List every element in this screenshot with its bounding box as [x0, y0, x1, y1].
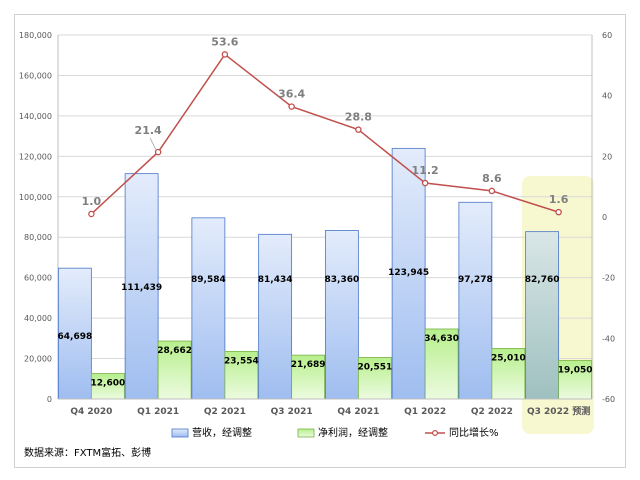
x-axis: Q4 2020 Q1 2021 Q2 2021 Q3 2021 Q4 2021 Q1 20…	[58, 398, 592, 417]
revenue-bar	[525, 231, 560, 400]
profit-bar	[90, 373, 125, 400]
revenue-bar	[124, 173, 159, 400]
legend-swatch-profit	[297, 428, 315, 438]
growth-point	[221, 51, 229, 58]
growth-data-label: 36.4	[278, 88, 305, 101]
revenue-data-label: 64,698	[58, 332, 93, 342]
x-tick-label: Q4 2020	[70, 407, 112, 417]
y2-tick-label: -60	[602, 395, 615, 404]
y2-tick-label: 60	[602, 31, 612, 40]
legend-label-revenue: 营收，经调整	[192, 426, 252, 439]
x-tick-label: Q1 2022	[404, 407, 446, 417]
legend: 营收，经调整 净利润，经调整 同比增长%	[171, 426, 499, 439]
growth-point	[421, 179, 429, 187]
x-tick-label: Q3 2022 预测	[527, 405, 590, 417]
growth-line: 1.0 21.4 53.6 36.4 28.8 11.2 8.6 1.6	[82, 35, 569, 218]
y2-tick-label: -40	[602, 334, 615, 343]
revenue-bar	[391, 147, 426, 400]
growth-point	[555, 208, 562, 216]
profit-data-label: 25,010	[491, 353, 526, 363]
y-tick-label: 0	[47, 395, 52, 404]
y-tick-label: 120,000	[19, 152, 52, 161]
y-tick-label: 20,000	[24, 355, 52, 364]
profit-bar	[558, 360, 593, 400]
revenue-data-label: 97,278	[458, 275, 493, 285]
y2-tick-label: 0	[602, 213, 607, 222]
profit-data-label: 12,600	[91, 379, 126, 389]
revenue-bar	[258, 233, 293, 400]
revenue-data-label: 89,584	[191, 275, 226, 285]
growth-data-label: 28.8	[345, 111, 372, 124]
profit-data-label: 23,554	[224, 356, 259, 366]
y-axis-left: 0 20,000 40,000 60,000 80,000 100,000 120,000 1…	[19, 31, 59, 404]
y2-tick-label: 40	[602, 92, 612, 101]
revenue-data-label: 123,945	[388, 268, 429, 278]
growth-data-label: 11.2	[412, 164, 439, 177]
growth-data-label: 1.6	[549, 193, 569, 206]
growth-data-label: 53.6	[211, 35, 238, 48]
revenue-data-label: 81,434	[258, 275, 293, 285]
profit-data-label: 28,662	[157, 346, 192, 356]
profit-bar	[291, 354, 326, 400]
y-axis-right: -60 -40 -20 0 20 40 60	[591, 31, 615, 404]
bars: 64,698 12,600 111,439 28,662 89,584 23,554 81,…	[57, 147, 593, 400]
growth-data-label: 21.4	[135, 124, 162, 137]
growth-point	[355, 126, 362, 133]
y-tick-label: 100,000	[19, 193, 52, 202]
x-tick-label: Q1 2021	[137, 407, 179, 417]
growth-series-line	[90, 53, 559, 215]
revenue-bar	[191, 217, 226, 400]
y2-tick-label: -20	[602, 274, 615, 283]
growth-point	[488, 187, 496, 195]
revenue-data-label: 82,760	[525, 275, 560, 285]
profit-bar	[357, 357, 392, 400]
source-note: 数据来源：FXTM富拓、彭博	[24, 448, 152, 459]
y2-tick-label: 20	[602, 152, 612, 161]
growth-point	[88, 210, 95, 218]
revenue-data-label: 111,439	[121, 283, 162, 293]
x-tick-label: Q2 2022	[471, 407, 513, 417]
profit-bar	[157, 340, 192, 400]
profit-data-label: 19,050	[558, 365, 593, 375]
y-tick-label: 40,000	[24, 314, 52, 323]
profit-bar	[424, 328, 459, 400]
profit-data-label: 34,630	[424, 334, 459, 344]
revenue-bar	[324, 230, 359, 400]
growth-point	[288, 103, 295, 110]
y-tick-label: 180,000	[19, 31, 52, 40]
x-tick-label: Q2 2021	[204, 407, 246, 417]
legend-swatch-revenue	[171, 428, 189, 438]
legend-label-profit: 净利润，经调整	[318, 426, 388, 439]
y-tick-label: 140,000	[19, 112, 52, 121]
x-tick-label: Q4 2021	[337, 407, 379, 417]
y-tick-label: 160,000	[19, 71, 52, 80]
y-tick-label: 60,000	[24, 274, 52, 283]
profit-data-label: 20,551	[358, 362, 393, 372]
revenue-data-label: 83,360	[325, 275, 360, 285]
x-tick-label: Q3 2021	[271, 407, 313, 417]
y-tick-label: 80,000	[24, 233, 52, 242]
growth-label-leader	[149, 137, 157, 151]
profit-bar	[491, 348, 526, 400]
legend-marker-growth	[432, 430, 439, 437]
legend-label-growth: 同比增长%	[449, 426, 499, 439]
growth-data-label: 1.0	[82, 195, 102, 208]
revenue-bar	[458, 201, 493, 400]
growth-point	[154, 148, 162, 156]
profit-bar	[224, 350, 259, 400]
growth-data-label: 8.6	[482, 172, 502, 185]
revenue-bar	[57, 267, 92, 400]
profit-data-label: 21,689	[291, 360, 326, 370]
